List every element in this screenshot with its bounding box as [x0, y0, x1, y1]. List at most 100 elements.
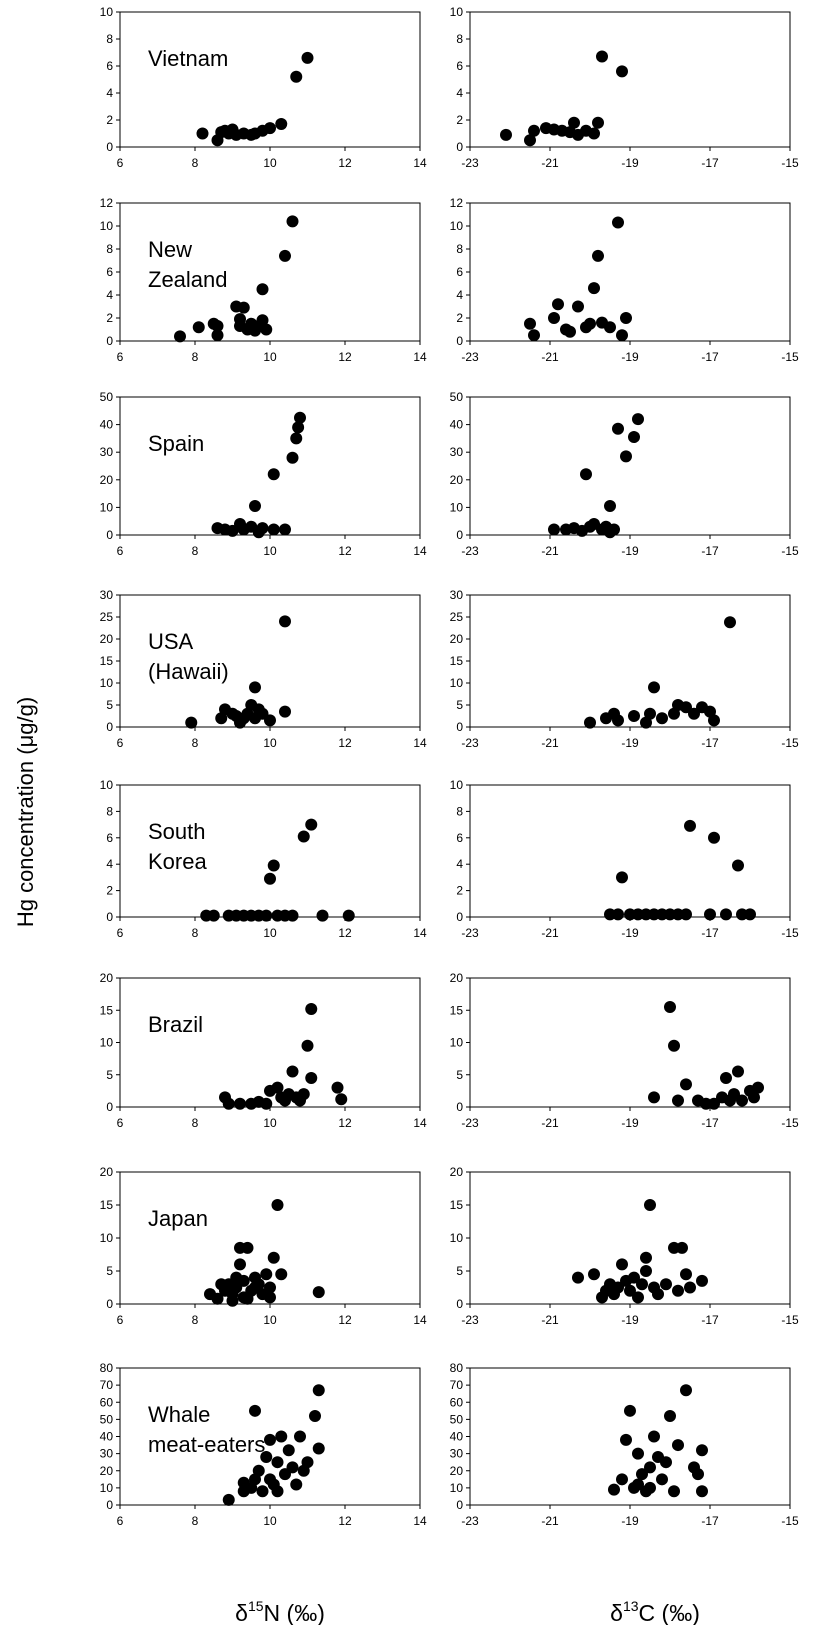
data-point: [652, 1288, 664, 1301]
y-tick-label: 10: [100, 5, 114, 19]
y-tick-label: 8: [456, 242, 463, 256]
data-point: [604, 321, 616, 334]
x-tick-label: -21: [541, 926, 559, 940]
data-point: [612, 422, 624, 435]
data-point: [256, 522, 269, 535]
panel-title-line: South: [148, 819, 206, 844]
x-tick-label: 6: [117, 1313, 124, 1327]
x-tick-label: 6: [117, 926, 124, 940]
data-point: [286, 1461, 299, 1474]
y-tick-label: 15: [450, 654, 464, 668]
x-tick-label: -17: [701, 544, 719, 558]
data-point: [676, 1241, 688, 1254]
data-point: [207, 909, 220, 922]
data-point: [584, 716, 596, 729]
x-tick-label: -23: [461, 350, 479, 364]
y-tick-label: 20: [450, 632, 464, 646]
x-axis-title-right-prefix: δ: [610, 1600, 623, 1625]
x-tick-label: 8: [192, 736, 199, 750]
y-tick-label: 6: [456, 265, 463, 279]
x-tick-label: -17: [701, 1514, 719, 1528]
data-point: [656, 712, 668, 725]
x-tick-label: 12: [338, 1514, 352, 1528]
data-point: [664, 1001, 676, 1014]
data-point: [728, 1088, 740, 1101]
x-tick-label: -17: [701, 350, 719, 364]
x-tick-label: 8: [192, 1116, 199, 1130]
y-tick-label: 20: [450, 1165, 464, 1179]
x-tick-label: -17: [701, 1116, 719, 1130]
data-point: [688, 707, 700, 720]
data-point: [275, 118, 288, 131]
data-point: [222, 1493, 235, 1506]
data-point: [656, 1473, 668, 1486]
panels: 0 2 4 6 8 10 6 8 10 12 14 Vietnam 0 2 4 6 8 10 -23 -21 -19 -1…: [100, 5, 799, 1528]
y-tick-label: 0: [106, 1100, 113, 1114]
y-tick-label: 0: [456, 334, 463, 348]
panel-japan-n15: 0 5 10 15 20 6 8 10 12 14 Japan: [100, 1165, 427, 1327]
x-tick-label: -21: [541, 1313, 559, 1327]
x-tick-label: -19: [621, 350, 639, 364]
panel-title-line: Whale: [148, 1402, 210, 1427]
panel-title-line: Vietnam: [148, 46, 228, 71]
y-tick-label: 40: [450, 1430, 464, 1444]
y-tick-label: 0: [106, 1498, 113, 1512]
data-point: [632, 1447, 644, 1460]
data-point: [260, 1097, 273, 1110]
x-tick-label: -17: [701, 736, 719, 750]
y-tick-label: 80: [450, 1361, 464, 1375]
data-point: [588, 1268, 600, 1281]
x-tick-label: 6: [117, 736, 124, 750]
data-point: [736, 1094, 748, 1107]
x-tick-label: -19: [621, 1313, 639, 1327]
data-point: [524, 134, 536, 147]
x-tick-label: 14: [413, 1116, 427, 1130]
x-tick-label: -23: [461, 156, 479, 170]
data-point: [692, 1468, 704, 1481]
data-point: [267, 859, 280, 872]
data-point: [211, 320, 224, 333]
x-tick-label: -21: [541, 1116, 559, 1130]
data-point: [301, 1456, 314, 1469]
y-tick-label: 30: [100, 445, 114, 459]
x-tick-label: -15: [781, 156, 799, 170]
x-tick-label: -19: [621, 1116, 639, 1130]
y-tick-label: 50: [450, 390, 464, 404]
x-tick-label: 14: [413, 926, 427, 940]
y-tick-label: 10: [100, 676, 114, 690]
data-point: [286, 909, 299, 922]
panel-vietnam-c13: 0 2 4 6 8 10 -23 -21 -19 -17 -15: [450, 5, 799, 170]
data-point: [612, 216, 624, 229]
data-point: [301, 51, 314, 64]
data-point: [271, 1456, 284, 1469]
y-tick-label: 4: [456, 288, 463, 302]
data-point: [234, 313, 246, 326]
x-tick-label: 14: [413, 1514, 427, 1528]
data-point: [309, 1409, 321, 1422]
x-tick-label: -21: [541, 350, 559, 364]
y-tick-label: 6: [456, 59, 463, 73]
data-point: [264, 872, 276, 885]
y-tick-label: 70: [450, 1378, 464, 1392]
data-point: [640, 1251, 652, 1264]
data-point: [271, 1485, 284, 1498]
data-point: [684, 819, 696, 832]
data-point: [620, 450, 632, 463]
data-point: [588, 282, 600, 295]
x-tick-label: 8: [192, 350, 199, 364]
y-tick-label: 2: [456, 311, 463, 325]
y-tick-label: 15: [100, 654, 114, 668]
y-tick-label: 20: [450, 1464, 464, 1478]
data-point: [271, 1081, 284, 1094]
data-point: [672, 1094, 684, 1107]
y-tick-label: 60: [450, 1395, 464, 1409]
x-tick-label: -17: [701, 156, 719, 170]
y-tick-label: 5: [106, 1264, 113, 1278]
data-point: [644, 1481, 656, 1494]
y-tick-label: 8: [456, 804, 463, 818]
y-tick-label: 6: [106, 265, 113, 279]
x-tick-label: 10: [263, 736, 277, 750]
x-tick-label: 12: [338, 544, 352, 558]
data-point: [680, 1268, 692, 1281]
y-tick-label: 0: [106, 720, 113, 734]
